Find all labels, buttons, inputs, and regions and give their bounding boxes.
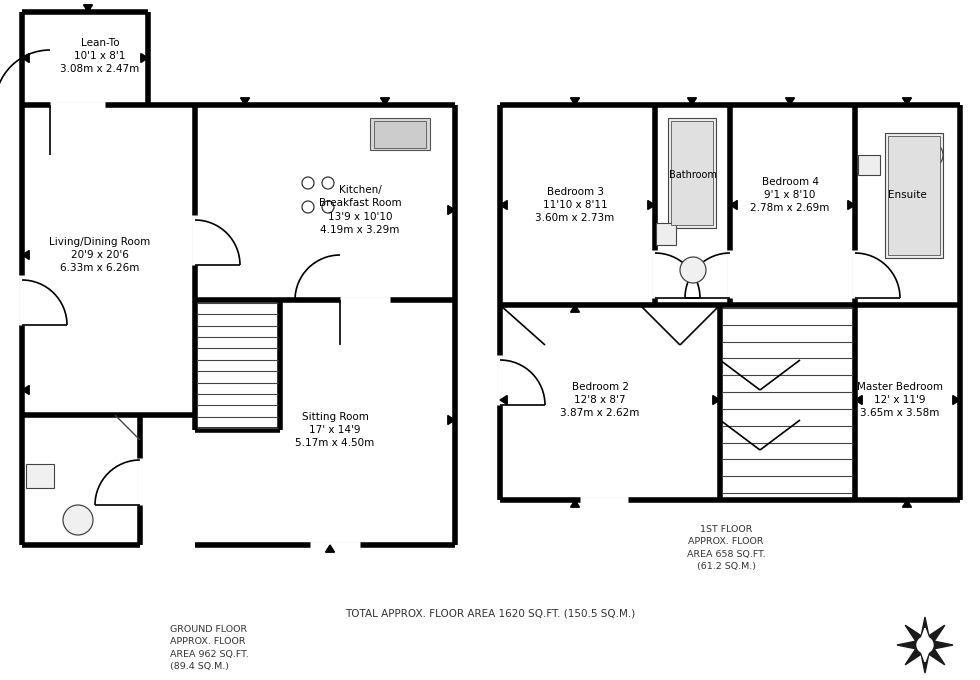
Polygon shape bbox=[500, 105, 960, 500]
Polygon shape bbox=[730, 201, 737, 209]
Polygon shape bbox=[22, 54, 29, 63]
Text: 1ST FLOOR
APPROX. FLOOR
AREA 658 SQ.FT.
(61.2 SQ.M.): 1ST FLOOR APPROX. FLOOR AREA 658 SQ.FT. … bbox=[687, 525, 765, 571]
Polygon shape bbox=[240, 98, 250, 105]
Polygon shape bbox=[897, 617, 953, 673]
Bar bbox=[656, 223, 676, 245]
Polygon shape bbox=[448, 415, 455, 424]
Polygon shape bbox=[22, 12, 148, 105]
Bar bbox=[671, 121, 713, 225]
Text: GROUND FLOOR
APPROX. FLOOR
AREA 962 SQ.FT.
(89.4 SQ.M.): GROUND FLOOR APPROX. FLOOR AREA 962 SQ.F… bbox=[170, 625, 249, 672]
Circle shape bbox=[63, 505, 93, 535]
Bar bbox=[370, 118, 430, 150]
Polygon shape bbox=[141, 54, 148, 63]
Text: Bedroom 4
9'1 x 8'10
2.78m x 2.69m: Bedroom 4 9'1 x 8'10 2.78m x 2.69m bbox=[751, 177, 830, 214]
Text: Ensuite: Ensuite bbox=[888, 190, 926, 200]
Polygon shape bbox=[953, 396, 960, 405]
Polygon shape bbox=[22, 386, 29, 394]
Text: Bedroom 3
11'10 x 8'11
3.60m x 2.73m: Bedroom 3 11'10 x 8'11 3.60m x 2.73m bbox=[535, 187, 614, 223]
Circle shape bbox=[680, 257, 706, 283]
Bar bbox=[26, 464, 54, 488]
Polygon shape bbox=[22, 415, 140, 545]
Polygon shape bbox=[855, 396, 862, 405]
Polygon shape bbox=[919, 628, 931, 662]
Text: Master Bedroom
12' x 11'9
3.65m x 3.58m: Master Bedroom 12' x 11'9 3.65m x 3.58m bbox=[857, 381, 943, 418]
Polygon shape bbox=[903, 98, 911, 105]
Polygon shape bbox=[83, 5, 92, 12]
Text: Sitting Room
17' x 14'9
5.17m x 4.50m: Sitting Room 17' x 14'9 5.17m x 4.50m bbox=[295, 412, 374, 448]
Bar bbox=[858, 155, 880, 175]
Text: Living/Dining Room
20'9 x 20'6
6.33m x 6.26m: Living/Dining Room 20'9 x 20'6 6.33m x 6… bbox=[49, 237, 151, 273]
Circle shape bbox=[917, 637, 933, 653]
Polygon shape bbox=[712, 396, 720, 405]
Polygon shape bbox=[570, 98, 579, 105]
Bar bbox=[668, 118, 716, 228]
Polygon shape bbox=[22, 250, 29, 260]
Polygon shape bbox=[22, 105, 455, 415]
Bar bbox=[888, 136, 940, 255]
Polygon shape bbox=[848, 201, 855, 209]
Polygon shape bbox=[903, 500, 911, 507]
Polygon shape bbox=[570, 500, 579, 507]
Polygon shape bbox=[500, 396, 508, 405]
Text: TOTAL APPROX. FLOOR AREA 1620 SQ.FT. (150.5 SQ.M.): TOTAL APPROX. FLOOR AREA 1620 SQ.FT. (15… bbox=[345, 608, 635, 618]
Polygon shape bbox=[786, 98, 795, 105]
Polygon shape bbox=[570, 305, 579, 312]
Polygon shape bbox=[448, 205, 455, 214]
Circle shape bbox=[917, 142, 943, 168]
Polygon shape bbox=[500, 201, 508, 209]
Text: Bedroom 2
12'8 x 8'7
3.87m x 2.62m: Bedroom 2 12'8 x 8'7 3.87m x 2.62m bbox=[561, 381, 640, 418]
Text: Lean-To
10'1 x 8'1
3.08m x 2.47m: Lean-To 10'1 x 8'1 3.08m x 2.47m bbox=[61, 38, 139, 74]
Bar bbox=[885, 133, 943, 258]
Text: Kitchen/
Breakfast Room
13'9 x 10'10
4.19m x 3.29m: Kitchen/ Breakfast Room 13'9 x 10'10 4.1… bbox=[318, 185, 402, 235]
Polygon shape bbox=[688, 98, 697, 105]
Polygon shape bbox=[325, 545, 334, 552]
Polygon shape bbox=[380, 98, 389, 105]
Bar bbox=[374, 121, 426, 148]
Polygon shape bbox=[648, 201, 655, 209]
Text: Bathroom: Bathroom bbox=[669, 170, 717, 180]
Polygon shape bbox=[195, 300, 455, 545]
